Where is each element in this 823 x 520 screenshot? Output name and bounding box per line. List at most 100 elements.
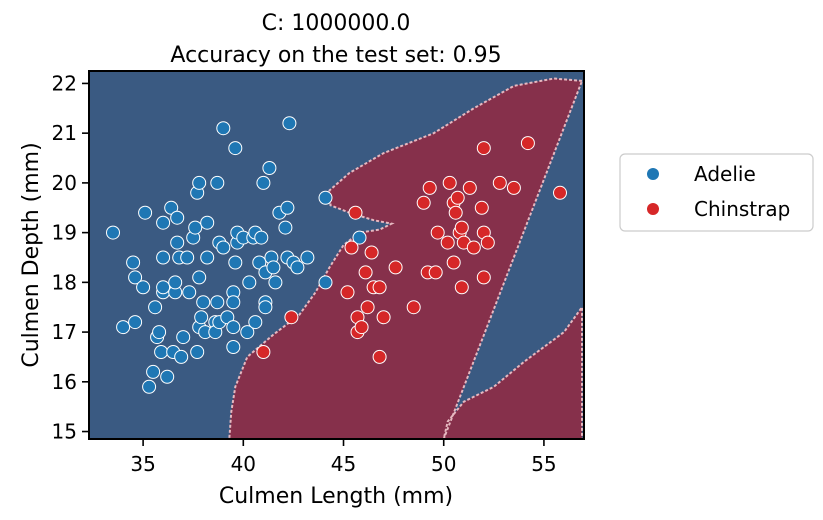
adelie-point-0 — [106, 225, 120, 240]
adelie-point-48 — [216, 121, 231, 136]
chinstrap-point-13 — [372, 349, 387, 364]
legend: Adelie Chinstrap — [619, 153, 814, 232]
y-tick-label: 15 — [52, 420, 77, 444]
adelie-point-40 — [200, 215, 215, 230]
adelie-point-1 — [116, 320, 131, 335]
adelie-point-60 — [242, 275, 257, 290]
adelie-point-47 — [216, 240, 231, 255]
y-tick-label: 18 — [52, 270, 77, 294]
adelie-point-80 — [290, 260, 305, 275]
adelie-point-11 — [152, 325, 167, 340]
chinstrap-point-23 — [442, 175, 457, 190]
x-tick-label: 40 — [231, 452, 256, 476]
adelie-point-65 — [254, 230, 269, 245]
y-tick-label: 20 — [52, 171, 77, 195]
adelie-point-75 — [278, 220, 293, 235]
chinstrap-point-22 — [440, 235, 455, 250]
adelie-point-7 — [142, 379, 157, 394]
chinstrap-point-9 — [360, 300, 375, 315]
chinstrap-point-10 — [364, 245, 379, 260]
chinstrap-point-17 — [416, 195, 431, 210]
y-tick-label: 17 — [52, 320, 77, 344]
chinstrap-point-35 — [476, 141, 491, 156]
legend-label-adelie: Adelie — [694, 162, 756, 186]
chinstrap-point-25 — [446, 255, 461, 270]
adelie-point-17 — [160, 369, 175, 384]
adelie-point-37 — [196, 295, 211, 310]
chart-title-line1: C: 1000000.0 — [262, 11, 411, 36]
chinstrap-point-3 — [344, 240, 359, 255]
chinstrap-point-4 — [348, 205, 363, 220]
adelie-point-21 — [168, 275, 183, 290]
adelie-point-43 — [210, 295, 225, 310]
chinstrap-point-20 — [428, 265, 443, 280]
adelie-point-52 — [226, 320, 241, 335]
chinstrap-point-26 — [448, 205, 463, 220]
adelie-point-12 — [154, 345, 169, 359]
adelie-point-72 — [266, 260, 281, 275]
adelie-point-28 — [182, 285, 197, 300]
chinstrap-point-7 — [354, 320, 369, 335]
adelie-point-66 — [256, 175, 271, 190]
chinstrap-point-1 — [284, 310, 299, 325]
adelie-point-6 — [138, 205, 153, 220]
chart-title-line2: Accuracy on the test set: 0.95 — [170, 43, 501, 68]
x-tick-label: 55 — [531, 452, 556, 476]
adelie-point-27 — [180, 250, 195, 265]
chinstrap-point-14 — [376, 310, 391, 325]
adelie-point-22 — [170, 235, 185, 250]
x-axis: 35 40 45 50 55 — [130, 439, 557, 476]
adelie-point-35 — [192, 270, 207, 285]
x-tick-label: 50 — [431, 452, 456, 476]
adelie-point-8 — [146, 364, 161, 379]
adelie-points — [106, 116, 367, 394]
adelie-point-78 — [282, 116, 297, 131]
chinstrap-point-12 — [372, 280, 387, 295]
adelie-point-44 — [210, 175, 225, 190]
adelie-point-83 — [318, 190, 333, 205]
legend-label-chinstrap: Chinstrap — [694, 197, 790, 221]
adelie-point-9 — [148, 300, 163, 315]
adelie-point-31 — [190, 345, 205, 359]
adelie-point-15 — [156, 215, 171, 230]
adelie-point-73 — [268, 275, 283, 290]
adelie-point-69 — [258, 300, 273, 315]
x-axis-label: Culmen Length (mm) — [219, 484, 453, 509]
chinstrap-point-38 — [480, 235, 495, 250]
y-tick-label: 22 — [52, 71, 77, 95]
adelie-point-70 — [262, 161, 277, 175]
chinstrap-point-21 — [430, 225, 445, 240]
chinstrap-point-16 — [406, 300, 421, 315]
x-tick-label: 45 — [331, 452, 356, 476]
chinstrap-point-41 — [520, 136, 535, 151]
y-axis-label: Culmen Depth (mm) — [19, 142, 44, 367]
chinstrap-point-19 — [422, 180, 437, 195]
legend-marker-chinstrap — [647, 203, 659, 215]
adelie-point-54 — [228, 141, 243, 156]
adelie-point-77 — [280, 200, 295, 215]
chinstrap-point-39 — [492, 175, 507, 190]
adelie-point-5 — [136, 280, 151, 295]
chinstrap-point-30 — [454, 280, 469, 295]
chinstrap-point-33 — [466, 240, 481, 255]
adelie-point-34 — [192, 175, 207, 190]
adelie-point-2 — [126, 255, 141, 270]
adelie-point-59 — [240, 325, 255, 340]
legend-box — [619, 153, 814, 232]
chinstrap-points — [256, 136, 567, 364]
adelie-point-82 — [318, 275, 333, 290]
adelie-point-84 — [352, 230, 367, 245]
adelie-point-36 — [194, 310, 209, 325]
chinstrap-point-34 — [474, 200, 489, 215]
legend-marker-adelie — [647, 168, 659, 180]
adelie-point-50 — [226, 340, 241, 354]
chinstrap-point-40 — [506, 180, 521, 195]
chinstrap-point-0 — [256, 345, 271, 359]
chinstrap-point-2 — [340, 285, 355, 300]
adelie-point-26 — [176, 330, 191, 345]
chinstrap-point-15 — [388, 260, 403, 275]
adelie-point-3 — [128, 270, 143, 285]
adelie-point-53 — [226, 295, 241, 310]
y-tick-label: 19 — [52, 221, 77, 245]
